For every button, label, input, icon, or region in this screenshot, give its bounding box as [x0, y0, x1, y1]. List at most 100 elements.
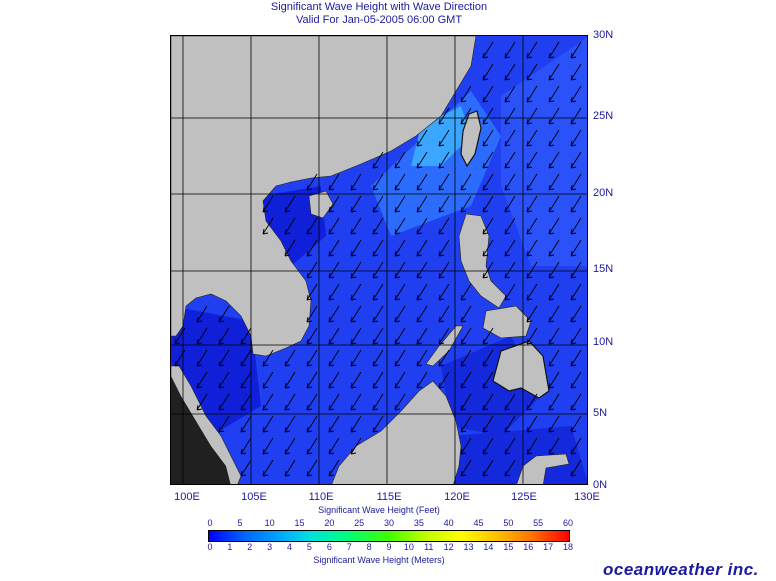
map-title: Significant Wave Height with Wave Direct… [270, 1, 488, 13]
wave-arrow [416, 151, 428, 169]
wave-arrow [284, 459, 296, 477]
wave-arrow [416, 327, 428, 345]
wave-arrow [218, 371, 230, 389]
wave-arrow [548, 129, 560, 147]
wave-arrow [240, 349, 252, 367]
wave-arrow [570, 85, 582, 103]
wave-arrow [416, 305, 428, 323]
wave-arrow [306, 261, 318, 279]
wave-arrow [570, 305, 582, 323]
wave-arrow [570, 173, 582, 191]
lon-label-105e: 105E [241, 491, 267, 503]
wave-arrow [306, 327, 318, 345]
legend-tick: 30 [383, 518, 395, 528]
wave-arrow [548, 151, 560, 169]
wave-arrow [482, 173, 494, 191]
wave-arrow [526, 217, 538, 235]
wave-arrow [504, 437, 516, 455]
wave-arrow [548, 371, 560, 389]
wave-arrow [394, 349, 406, 367]
wave-arrow [350, 283, 362, 301]
wave-arrow [350, 415, 362, 433]
valid-time: Valid For Jan-05-2005 06:00 GMT [295, 14, 463, 26]
wave-arrow [372, 261, 384, 279]
wave-arrow [306, 393, 318, 411]
wave-arrow [372, 415, 384, 433]
wave-arrow [306, 173, 318, 191]
lat-label-25n: 25N [593, 110, 614, 122]
wave-arrow [526, 85, 538, 103]
wave-arrow [482, 437, 494, 455]
lon-label-120e: 120E [444, 491, 470, 503]
wave-arrow [350, 437, 362, 455]
wave-arrow [504, 151, 516, 169]
wave-arrow [526, 151, 538, 169]
wave-arrow [328, 415, 340, 433]
wave-arrow [328, 437, 340, 455]
wave-arrow [350, 371, 362, 389]
wave-arrow [526, 327, 538, 345]
wave-arrow [504, 415, 516, 433]
wave-arrow [372, 283, 384, 301]
legend-tick: 50 [503, 518, 514, 528]
wave-arrow [460, 393, 472, 411]
wave-arrow [350, 305, 362, 323]
wave-arrow [548, 63, 560, 81]
sea-cyan-strait [411, 106, 471, 166]
wave-arrow [460, 437, 472, 455]
wave-arrow [394, 261, 406, 279]
wave-arrow [460, 327, 472, 345]
wave-arrow [548, 217, 560, 235]
wave-arrow [262, 217, 274, 235]
wave-arrow [394, 217, 406, 235]
wave-arrow [416, 261, 428, 279]
wave-arrow [438, 261, 450, 279]
wave-arrow [174, 349, 186, 367]
lat-label-10n: 10N [593, 336, 614, 348]
land-asia-mainland [171, 36, 477, 357]
wave-arrow [394, 371, 406, 389]
wave-arrow [548, 415, 560, 433]
wave-arrow [416, 173, 428, 191]
wave-arrow [328, 327, 340, 345]
wave-arrow [570, 195, 582, 213]
wave-arrow [548, 349, 560, 367]
wave-arrow [350, 173, 362, 191]
wave-arrow [482, 371, 494, 389]
legend-tick: 25 [354, 518, 365, 528]
wave-arrow [196, 327, 208, 345]
wave-arrow [218, 349, 230, 367]
wave-arrow [240, 415, 252, 433]
land-hainan [308, 190, 334, 219]
wave-arrow [416, 195, 428, 213]
wave-arrow [526, 283, 538, 301]
legend-tick: 13 [463, 542, 474, 552]
wave-arrow [240, 327, 252, 345]
wave-arrow [460, 349, 472, 367]
wave-arrow [306, 305, 318, 323]
wave-arrow [306, 283, 318, 301]
wave-arrow [328, 459, 340, 477]
wave-arrow [438, 195, 450, 213]
legend-tick: 4 [287, 542, 293, 552]
wave-arrow [196, 371, 208, 389]
wave-arrow [438, 173, 450, 191]
wave-arrow [526, 63, 538, 81]
wave-arrow [482, 459, 494, 477]
wave-arrow [460, 85, 472, 103]
lon-label-110e: 110E [308, 491, 334, 503]
legend-tick: 10 [403, 542, 414, 552]
wave-arrow [438, 283, 450, 301]
map-canvas [171, 36, 587, 484]
wave-arrow [262, 371, 274, 389]
wave-arrow [196, 305, 208, 323]
wave-arrow [328, 173, 340, 191]
wave-arrow [438, 129, 450, 147]
wave-arrow [394, 151, 406, 169]
wave-arrow [394, 393, 406, 411]
wave-arrow [284, 393, 296, 411]
wave-arrow [482, 41, 494, 59]
wave-arrow [548, 195, 560, 213]
wave-arrow [438, 217, 450, 235]
wave-arrow [504, 63, 516, 81]
